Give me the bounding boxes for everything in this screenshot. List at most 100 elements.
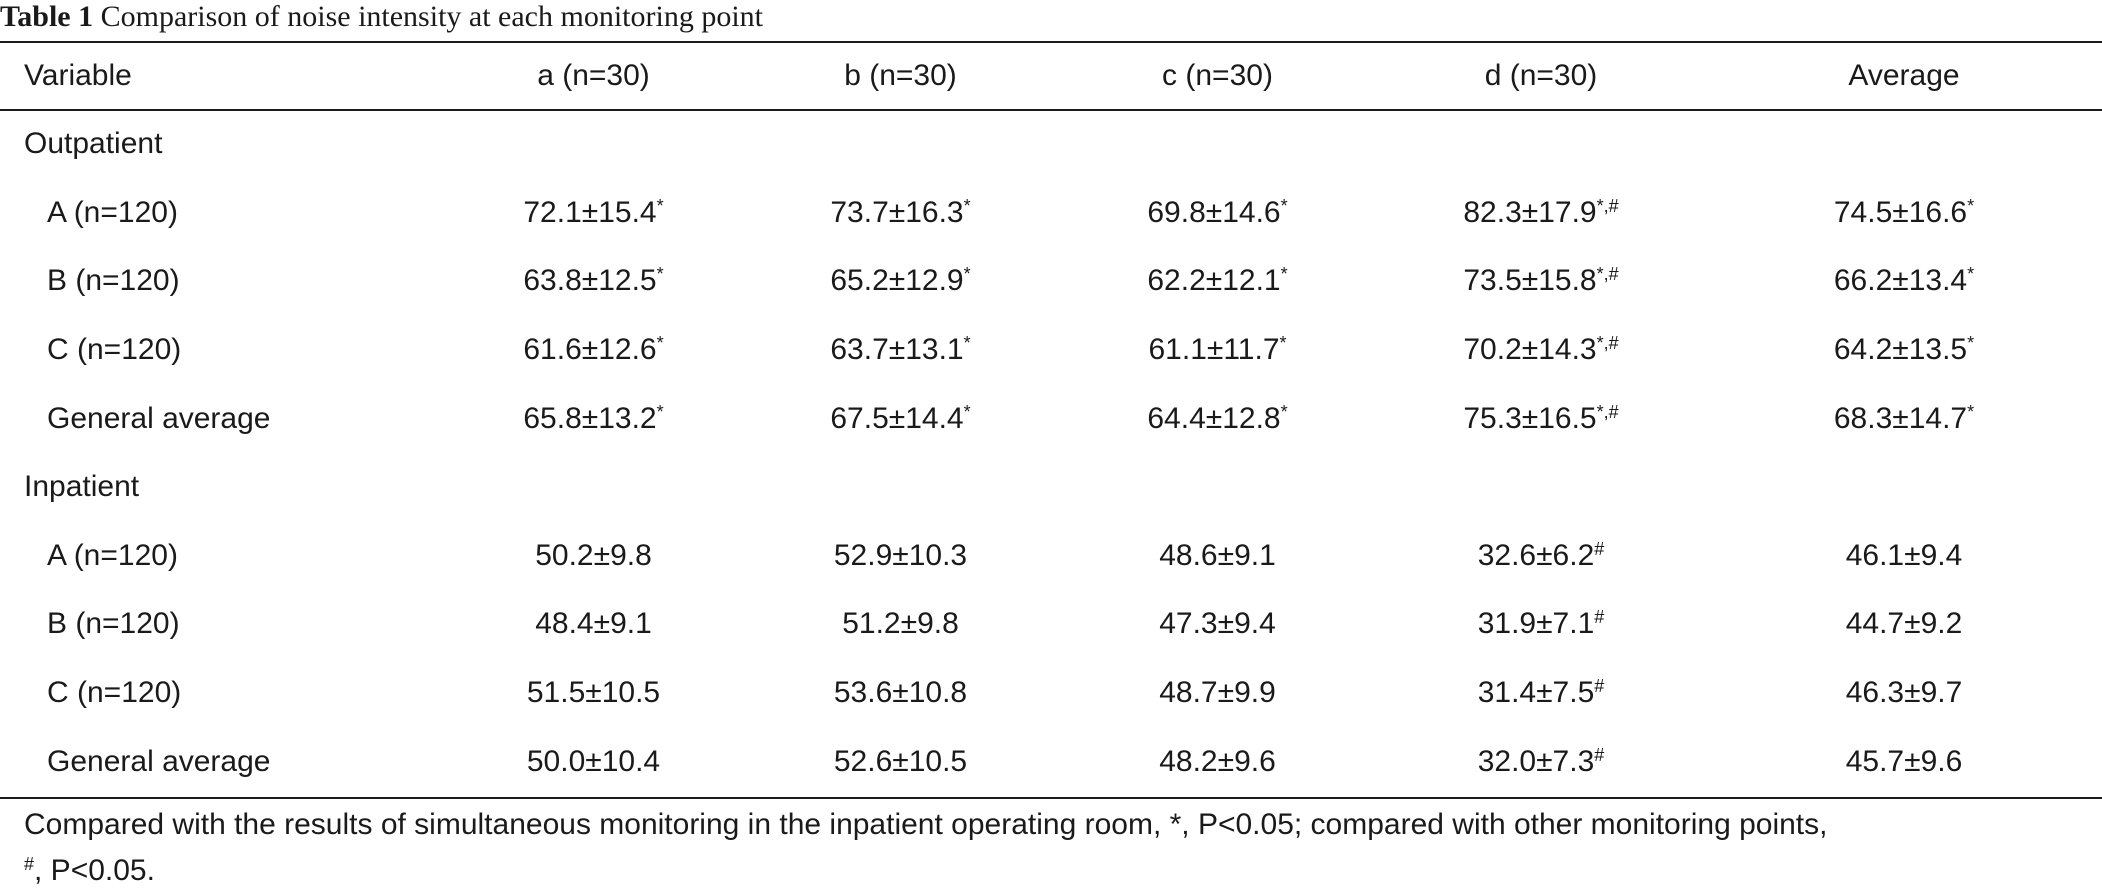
significance-mark: #: [1594, 607, 1605, 628]
column-header-a: a (n=30): [537, 59, 650, 92]
table-cell: 70.2±14.3*,#: [1376, 316, 1706, 385]
significance-mark: *: [963, 401, 971, 422]
cell-value: 61.6±12.6: [523, 333, 657, 367]
table-cell: 51.5±10.5: [445, 659, 742, 728]
row-label: General average: [47, 744, 271, 778]
noise-intensity-table: Variable a (n=30) b (n=30) c (n=30) d (n…: [0, 42, 2102, 796]
row-label: B (n=120): [47, 264, 180, 298]
table-cell: 45.7±9.6: [1706, 727, 2102, 796]
cell-value: 44.7±9.2: [1845, 607, 1963, 641]
cell-value: 62.2±12.1: [1147, 264, 1281, 298]
table-cell: 50.0±10.4: [445, 727, 742, 796]
table-cell: 51.2±9.8: [742, 590, 1059, 659]
cell-value: 48.4±9.1: [535, 607, 652, 641]
significance-mark: *,#: [1596, 264, 1619, 285]
table-cell: 65.8±13.2*: [445, 384, 742, 453]
significance-mark: *: [1280, 195, 1288, 216]
table-caption-text: Comparison of noise intensity at each mo…: [100, 0, 763, 33]
cell-value: 32.0±7.3: [1477, 744, 1595, 778]
cell-value: 50.2±9.8: [535, 538, 652, 572]
section-row: Outpatient: [0, 110, 2102, 179]
table-cell: 48.7±9.9: [1059, 659, 1376, 728]
significance-mark: *,#: [1596, 333, 1619, 354]
column-header-c: c (n=30): [1162, 59, 1273, 92]
cell-value: 45.7±9.6: [1845, 744, 1963, 778]
table-cell: 52.6±10.5: [742, 727, 1059, 796]
table-cell: 44.7±9.2: [1706, 590, 2102, 659]
table-cell: 73.7±16.3*: [742, 179, 1059, 248]
significance-mark: *: [1967, 333, 1975, 354]
section-label: Inpatient: [24, 470, 140, 504]
cell-value: 31.9±7.1: [1477, 607, 1595, 641]
table-cell: 64.4±12.8*: [1059, 384, 1376, 453]
cell-value: 74.5±16.6: [1833, 195, 1968, 229]
significance-mark: *: [656, 401, 664, 422]
table-cell: 50.2±9.8: [445, 522, 742, 591]
section-row: Inpatient: [0, 453, 2102, 522]
table-cell: 63.8±12.5*: [445, 247, 742, 316]
cell-value: 50.0±10.4: [526, 744, 661, 778]
cell-value: 32.6±6.2: [1477, 538, 1595, 572]
table-header-row: Variable a (n=30) b (n=30) c (n=30) d (n…: [0, 42, 2102, 110]
cell-value: 52.9±10.3: [833, 538, 968, 572]
cell-value: 48.2±9.6: [1159, 744, 1276, 778]
row-label: A (n=120): [47, 195, 178, 229]
table-row: B (n=120) 48.4±9.1 51.2±9.8 47.3±9.4 31.9±7.…: [0, 590, 2102, 659]
table-cell: 64.2±13.5*: [1706, 316, 2102, 385]
table-cell: 31.9±7.1#: [1376, 590, 1706, 659]
table-body: Outpatient A (n=120) 72.1±15.4* 73.7±16.3* 6…: [0, 110, 2102, 796]
footnote-line2: , P<0.05.: [34, 854, 155, 887]
header-rule: [0, 109, 2102, 111]
cell-value: 63.7±13.1: [830, 333, 964, 367]
cell-value: 72.1±15.4: [523, 195, 657, 229]
table-cell: 82.3±17.9*,#: [1376, 179, 1706, 248]
significance-mark: #: [1594, 676, 1605, 697]
column-header-d: d (n=30): [1484, 59, 1598, 92]
row-label: B (n=120): [47, 607, 180, 641]
significance-mark: *: [1967, 401, 1975, 422]
cell-value: 51.2±9.8: [842, 607, 959, 641]
cell-value: 48.6±9.1: [1159, 538, 1276, 572]
cell-value: 48.7±9.9: [1159, 676, 1276, 710]
top-rule: [0, 41, 2102, 43]
table-caption: Table 1 Comparison of noise intensity at…: [0, 0, 763, 40]
footnote-line1: Compared with the results of simultaneou…: [24, 808, 1828, 841]
significance-mark: *: [963, 333, 971, 354]
table-cell: 61.1±11.7*: [1059, 316, 1376, 385]
table-row: C (n=120) 61.6±12.6* 63.7±13.1* 61.1±11.7* 7…: [0, 316, 2102, 385]
cell-value: 73.7±16.3: [830, 195, 964, 229]
significance-mark: *,#: [1596, 195, 1619, 216]
table-cell: 48.2±9.6: [1059, 727, 1376, 796]
bottom-rule: [0, 797, 2102, 799]
significance-mark: *: [1967, 264, 1975, 285]
significance-mark: *: [656, 195, 664, 216]
table-cell: 47.3±9.4: [1059, 590, 1376, 659]
cell-value: 69.8±14.6: [1147, 195, 1281, 229]
table-cell: 31.4±7.5#: [1376, 659, 1706, 728]
significance-mark: *: [1280, 264, 1288, 285]
cell-value: 82.3±17.9: [1463, 195, 1597, 229]
table-row: B (n=120) 63.8±12.5* 65.2±12.9* 62.2±12.1* 7…: [0, 247, 2102, 316]
significance-mark: #: [1594, 538, 1605, 559]
table-footnote: Compared with the results of simultaneou…: [24, 802, 2084, 894]
cell-value: 68.3±14.7: [1833, 401, 1968, 435]
table-cell: 65.2±12.9*: [742, 247, 1059, 316]
table-cell: 72.1±15.4*: [445, 179, 742, 248]
footnote-mark: #: [24, 854, 35, 874]
cell-value: 51.5±10.5: [526, 676, 661, 710]
significance-mark: #: [1594, 744, 1605, 765]
cell-value: 31.4±7.5: [1477, 676, 1595, 710]
column-header-b: b (n=30): [844, 59, 957, 92]
table-cell: 75.3±16.5*,#: [1376, 384, 1706, 453]
significance-mark: *: [656, 333, 664, 354]
cell-value: 64.4±12.8: [1147, 401, 1281, 435]
significance-mark: *: [656, 264, 664, 285]
table-cell: 68.3±14.7*: [1706, 384, 2102, 453]
table-row: A (n=120) 50.2±9.8 52.9±10.3 48.6±9.1 32.6±6…: [0, 522, 2102, 591]
cell-value: 52.6±10.5: [833, 744, 968, 778]
row-label: C (n=120): [47, 333, 182, 367]
cell-value: 46.1±9.4: [1845, 538, 1963, 572]
significance-mark: *: [963, 264, 971, 285]
cell-value: 75.3±16.5: [1463, 401, 1597, 435]
table-row: General average 50.0±10.4 52.6±10.5 48.2±9.…: [0, 727, 2102, 796]
